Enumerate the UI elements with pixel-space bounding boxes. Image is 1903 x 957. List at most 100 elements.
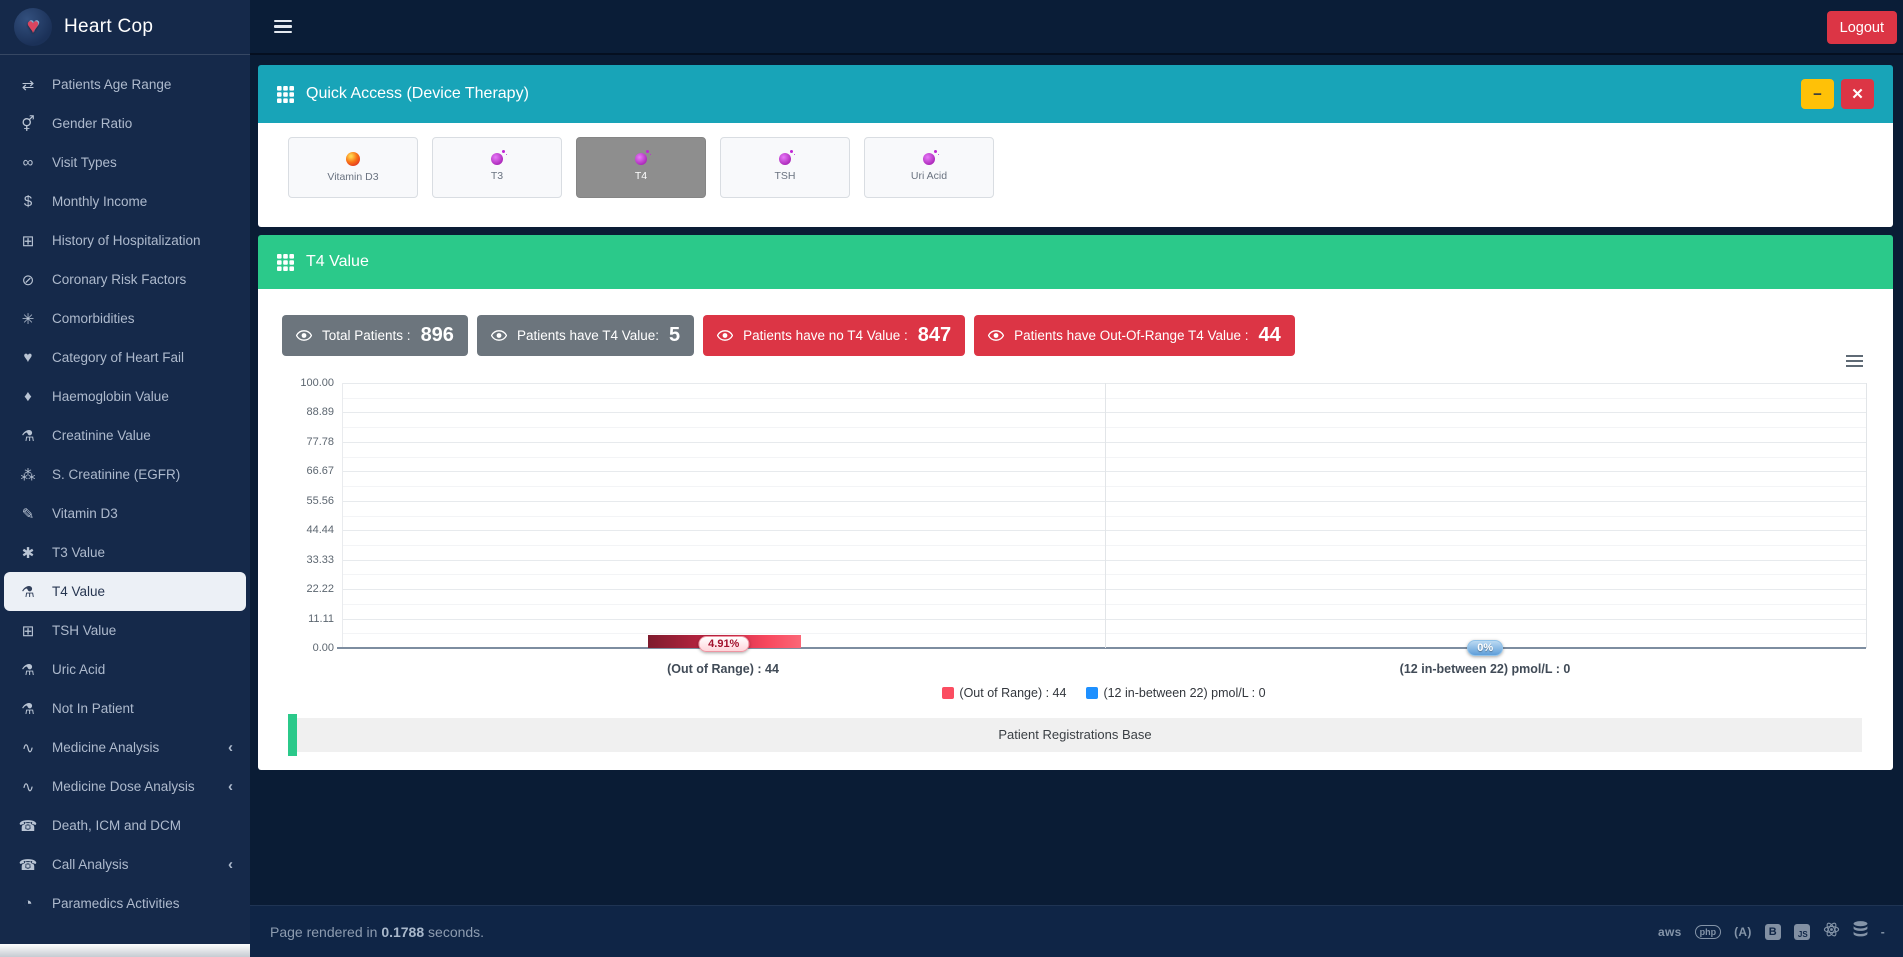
green-accent-bar: [288, 714, 297, 756]
phone-icon: ☎: [18, 817, 38, 835]
sidebar-item-label: T4 Value: [52, 584, 106, 599]
eye-icon: [490, 330, 507, 341]
qa-card-t3[interactable]: T3: [432, 137, 562, 198]
grid-icon: [277, 85, 294, 103]
sidebar-item-label: History of Hospitalization: [52, 233, 201, 248]
phone-icon: ☎: [18, 856, 38, 874]
bar-value-label: 0%: [1467, 640, 1504, 656]
chart-context-menu-icon[interactable]: [1846, 355, 1863, 367]
x-axis-category-labels: (Out of Range) : 44 (12 in-between 22) pm…: [342, 662, 1866, 678]
qa-card-uri-acid[interactable]: Uri Acid: [864, 137, 994, 198]
ban-icon: ⊘: [21, 271, 35, 289]
sidebar-item-uric-acid[interactable]: ⚗ Uric Acid: [4, 650, 246, 689]
t4-panel-header: T4 Value: [258, 235, 1893, 289]
sidebar-item-medicine-dose-analysis[interactable]: ∿ Medicine Dose Analysis ‹: [4, 767, 246, 806]
close-panel-button[interactable]: ✕: [1841, 79, 1874, 109]
vertical-gridline: [1104, 383, 1106, 648]
sidebar-item-label: Not In Patient: [52, 701, 134, 716]
t4-panel-body: Total Patients : 896 Patients have T4 Valu…: [258, 289, 1893, 770]
sidebar-item-label: Coronary Risk Factors: [52, 272, 187, 287]
sidebar-item-label: Gender Ratio: [52, 116, 133, 131]
sidebar-item-haemoglobin-value[interactable]: ♦ Haemoglobin Value: [4, 377, 246, 416]
sidebar-item-patients-age-range[interactable]: ⇄ Patients Age Range: [4, 65, 246, 104]
category-label: (12 in-between 22) pmol/L : 0: [1399, 662, 1571, 676]
tachometer-icon: ◔: [23, 895, 33, 912]
sidebar-item-gender-ratio[interactable]: ⚥ Gender Ratio: [4, 104, 246, 143]
chevron-left-icon: ‹: [228, 739, 233, 756]
sidebar-item-death-icm-and-dcm[interactable]: ☎ Death, ICM and DCM: [4, 806, 246, 845]
sidebar-item-t4-value[interactable]: ⚗ T4 Value: [4, 572, 246, 611]
render-time-text: Page rendered in 0.1788 seconds.: [270, 923, 485, 940]
transgender-icon: ⚥: [21, 115, 35, 133]
y-axis-tick-label: 88.89: [306, 406, 334, 419]
sidebar-item-t3-value[interactable]: ✱ T3 Value: [4, 533, 246, 572]
sidebar-item-call-analysis[interactable]: ☎ Call Analysis ‹: [4, 845, 246, 884]
qa-card-label: T4: [634, 170, 648, 182]
stat-badge-label: Patients have no T4 Value :: [743, 328, 908, 343]
sidebar-item-paramedics-activities[interactable]: ◔ Paramedics Activities: [4, 884, 246, 923]
sidebar-item-comorbidities[interactable]: ✳ Comorbidities: [4, 299, 246, 338]
dash-icon: -: [1880, 924, 1885, 939]
vertical-gridline: [1866, 383, 1867, 648]
y-axis-tick-label: 33.33: [306, 553, 334, 566]
menu-toggle-icon[interactable]: [274, 19, 292, 34]
qa-card-label: T3: [490, 170, 504, 182]
flask-icon: ⚗: [21, 427, 35, 445]
drop-icon: ♦: [24, 388, 32, 405]
virus-icon: ✳: [21, 310, 35, 328]
sidebar-item-label: Medicine Dose Analysis: [52, 779, 195, 794]
react-icon: [1823, 921, 1840, 943]
eye-icon: [296, 330, 312, 341]
legend-swatch: [1086, 687, 1099, 699]
flask-icon: ⚗: [21, 583, 35, 601]
sidebar-item-s-creatinine-egfr[interactable]: ⁂ S. Creatinine (EGFR): [4, 455, 246, 494]
stat-badges-row: Total Patients : 896 Patients have T4 Valu…: [282, 315, 1295, 356]
stat-badge-value: 44: [1258, 324, 1281, 346]
microbe-icon: [923, 150, 937, 165]
minimize-panel-button[interactable]: −: [1801, 79, 1834, 109]
chart-legend: (Out of Range) : 44 (12 in-between 22) pm…: [342, 686, 1866, 700]
quick-access-body: Vitamin D3 T3 T4 TSH Uri Acid: [258, 123, 1893, 227]
sidebar-item-label: Uric Acid: [52, 662, 106, 677]
y-axis-tick-label: 44.44: [306, 524, 334, 537]
sidebar-item-category-of-heart-fail[interactable]: ♥ Category of Heart Fail: [4, 338, 246, 377]
logout-button[interactable]: Logout: [1826, 11, 1897, 44]
sidebar-item-tsh-value[interactable]: ⊞ TSH Value: [4, 611, 246, 650]
sidebar-item-monthly-income[interactable]: $ Monthly Income: [4, 182, 246, 221]
panel-window-controls: − ✕: [1801, 79, 1874, 109]
sidebar-item-label: Monthly Income: [52, 194, 148, 209]
sidebar-item-label: Medicine Analysis: [52, 740, 160, 755]
sidebar-scrollbar[interactable]: [0, 944, 250, 957]
y-axis-tick-label: 0.00: [312, 642, 334, 654]
legend-item-in-between[interactable]: (12 in-between 22) pmol/L : 0: [1086, 686, 1266, 700]
app-title: Heart Cop: [64, 16, 154, 37]
clipboard-plus-icon: ⊞: [21, 622, 35, 640]
sidebar-item-label: S. Creatinine (EGFR): [52, 467, 181, 482]
exchange-icon: ⇄: [21, 76, 35, 94]
sidebar-item-vitamin-d3[interactable]: ✎ Vitamin D3: [4, 494, 246, 533]
t4-value-panel: T4 Value Total Patients : 896 Patients hav…: [258, 235, 1893, 770]
sidebar-item-history-of-hospitalization[interactable]: ⊞ History of Hospitalization: [4, 221, 246, 260]
app-brand[interactable]: ♥ Heart Cop: [0, 0, 250, 55]
t4-panel-title: T4 Value: [306, 253, 369, 270]
legend-label: (12 in-between 22) pmol/L : 0: [1103, 686, 1266, 700]
sidebar-item-label: Category of Heart Fail: [52, 350, 185, 365]
sidebar-item-medicine-analysis[interactable]: ∿ Medicine Analysis ‹: [4, 728, 246, 767]
sidebar-item-not-in-patient[interactable]: ⚗ Not In Patient: [4, 689, 246, 728]
qa-card-vitamin-d3[interactable]: Vitamin D3: [288, 137, 418, 198]
legend-item-out-of-range[interactable]: (Out of Range) : 44: [942, 686, 1066, 700]
qa-card-t4[interactable]: T4: [576, 137, 706, 198]
sidebar-item-coronary-risk-factors[interactable]: ⊘ Coronary Risk Factors: [4, 260, 246, 299]
asterisk-icon: ✱: [21, 544, 35, 562]
microbe-icon: [779, 150, 793, 165]
heartbeat-icon: ♥: [23, 349, 33, 366]
qa-card-tsh[interactable]: TSH: [720, 137, 850, 198]
tech-stack-icons: aws php (A) B JS -: [1658, 920, 1885, 943]
chevron-left-icon: ‹: [228, 778, 233, 795]
y-axis-tick-label: 11.11: [308, 612, 334, 625]
sidebar-item-creatinine-value[interactable]: ⚗ Creatinine Value: [4, 416, 246, 455]
sidebar-item-label: Visit Types: [52, 155, 117, 170]
flask-icon: ⚗: [21, 661, 35, 679]
sidebar-item-visit-types[interactable]: ∞ Visit Types: [4, 143, 246, 182]
